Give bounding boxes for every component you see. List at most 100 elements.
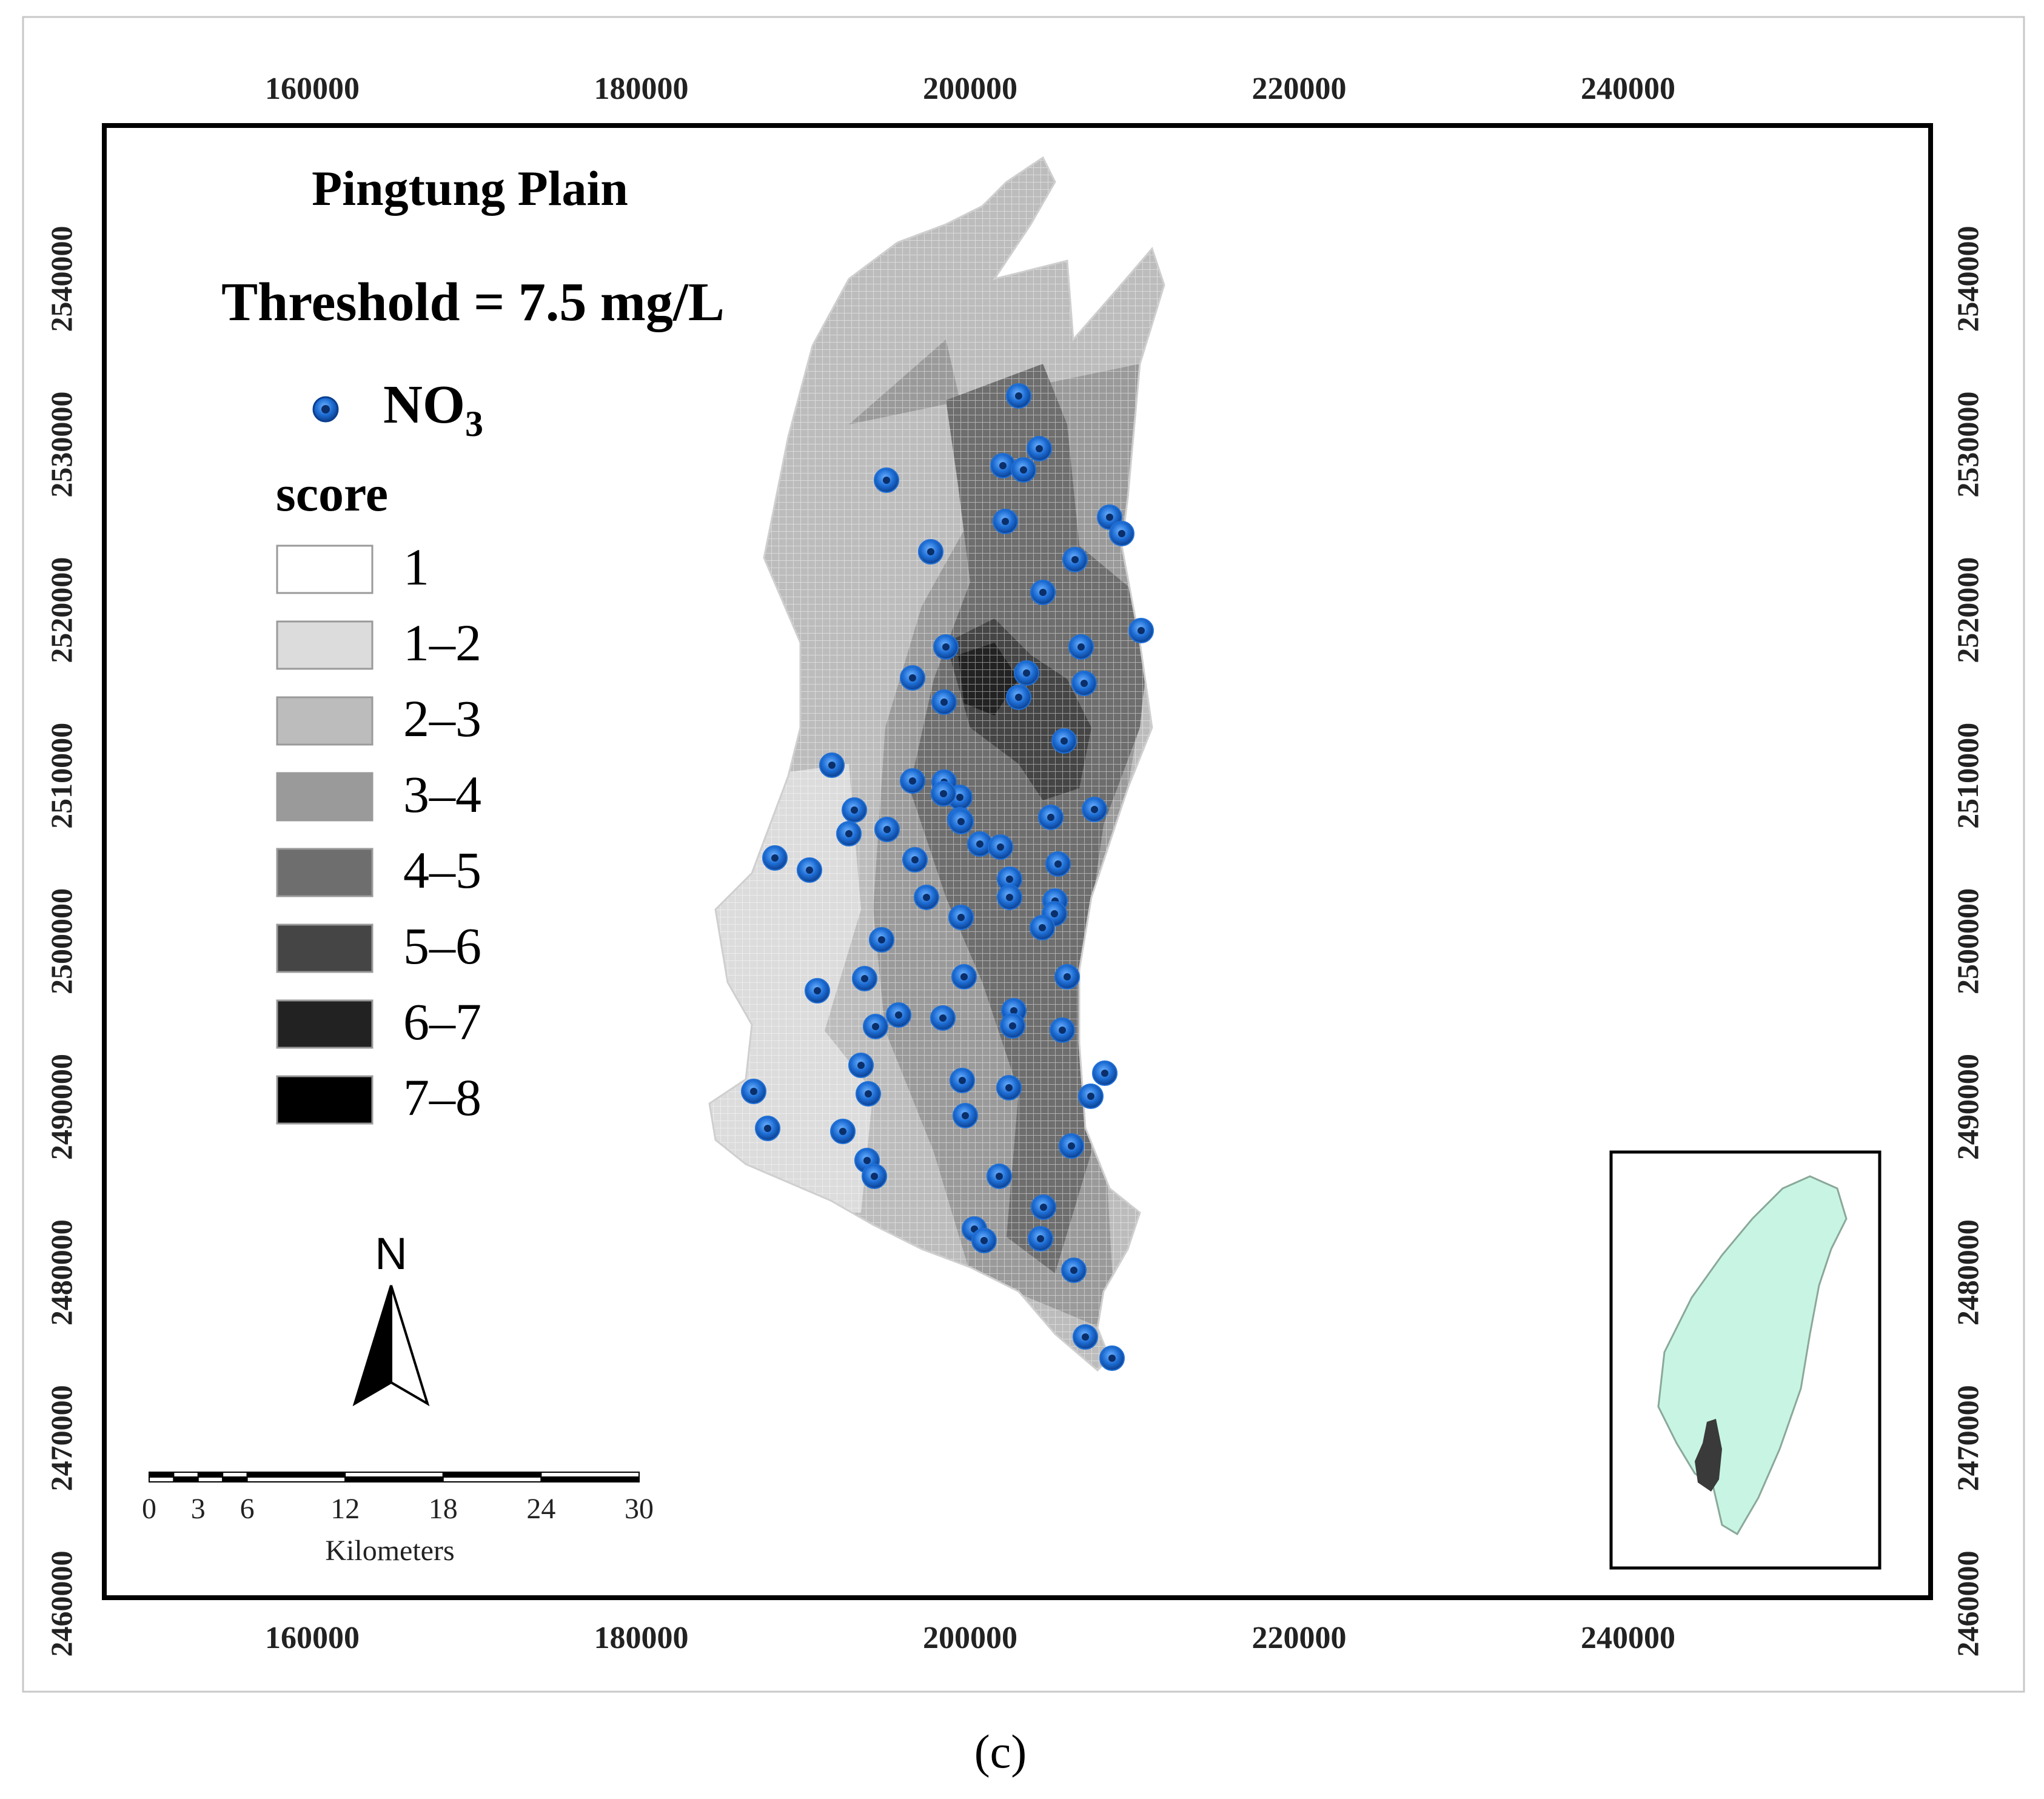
well-marker-37 — [1045, 851, 1071, 877]
well-marker-31 — [948, 809, 974, 834]
well-marker-36 — [902, 847, 928, 873]
scale-tick-5: 24 — [526, 1493, 555, 1525]
scale-segment-bottom-7 — [540, 1476, 640, 1482]
x-axis-bottom: 160000 180000 200000 220000 240000 — [265, 1621, 1675, 1655]
y-tick-right-3: 2510000 — [1951, 723, 1985, 829]
scale-segment-top-7 — [540, 1472, 640, 1478]
y-tick-right-0: 2540000 — [1951, 226, 1985, 332]
well-marker-8 — [918, 539, 943, 564]
well-marker-63 — [953, 1103, 978, 1128]
well-marker-62 — [1078, 1084, 1104, 1109]
well-marker-48 — [1054, 964, 1080, 990]
plain-outline — [708, 156, 1165, 1372]
well-marker-58 — [1092, 1060, 1117, 1086]
scale-segment-top-1 — [173, 1472, 199, 1478]
y-tick-right-8: 2460000 — [1951, 1551, 1985, 1657]
score-legend-swatch-3 — [276, 772, 374, 822]
score-legend-label-6: 6–7 — [403, 993, 481, 1051]
well-marker-76 — [1099, 1345, 1125, 1371]
x-axis-top: 160000 180000 200000 220000 240000 — [265, 72, 1675, 106]
scale-tick-6: 30 — [625, 1493, 654, 1525]
y-tick-right-2: 2520000 — [1951, 557, 1985, 663]
well-marker-40 — [914, 885, 939, 910]
scale-tick-3: 12 — [330, 1493, 360, 1525]
well-marker-18 — [1006, 685, 1031, 710]
scale-segment-bottom-1 — [173, 1476, 199, 1482]
well-marker-43 — [948, 905, 974, 930]
y-tick-right-7: 2470000 — [1951, 1385, 1985, 1491]
well-marker-65 — [830, 1119, 856, 1144]
north-label: N — [375, 1228, 407, 1279]
score-legend-swatch-0 — [276, 544, 374, 594]
outer-frame — [22, 16, 2025, 1693]
scale-segment-bottom-3 — [222, 1476, 248, 1482]
scale-tick-2: 6 — [240, 1493, 255, 1525]
well-marker-59 — [741, 1079, 766, 1104]
well-marker-3 — [1011, 457, 1036, 483]
well-marker-16 — [1071, 671, 1097, 696]
no3-legend-label: NO3 — [383, 375, 483, 444]
y-tick-left-0: 2540000 — [44, 226, 78, 332]
x-tick-top-1: 180000 — [594, 72, 689, 106]
no3-legend-symbol-core — [321, 405, 330, 414]
well-marker-45 — [869, 927, 894, 953]
no3-wells — [741, 383, 1154, 1371]
well-marker-21 — [900, 768, 925, 794]
well-marker-72 — [971, 1228, 997, 1253]
well-marker-57 — [950, 1068, 975, 1093]
well-marker-2 — [990, 453, 1016, 478]
well-marker-69 — [987, 1164, 1012, 1189]
well-marker-49 — [805, 978, 830, 1003]
well-marker-13 — [1068, 634, 1094, 660]
score-legend-label-1: 1–2 — [403, 614, 481, 672]
pingtung-plain-inset — [1695, 1419, 1722, 1492]
well-marker-74 — [1061, 1258, 1087, 1283]
well-marker-12 — [933, 634, 959, 660]
well-marker-27 — [842, 797, 867, 823]
well-marker-5 — [1097, 504, 1122, 530]
well-marker-33 — [988, 834, 1013, 860]
well-marker-7 — [993, 509, 1018, 534]
scale-tick-0: 0 — [142, 1493, 156, 1525]
x-tick-bottom-2: 200000 — [923, 1621, 1017, 1655]
x-tick-bottom-3: 220000 — [1252, 1621, 1347, 1655]
y-tick-right-4: 2500000 — [1951, 888, 1985, 994]
well-marker-10 — [1030, 580, 1056, 605]
y-tick-left-4: 2500000 — [44, 888, 78, 994]
map-title: Pingtung Plain — [312, 161, 628, 216]
score-legend-swatch-7 — [276, 1075, 374, 1125]
x-tick-bottom-1: 180000 — [594, 1621, 689, 1655]
scale-bar: 0 3 6 12 18 24 30 — [142, 1472, 654, 1525]
scale-unit-label: Kilometers — [325, 1535, 454, 1567]
well-marker-75 — [1073, 1324, 1098, 1350]
y-tick-left-5: 2490000 — [44, 1054, 78, 1160]
well-marker-0 — [1006, 383, 1031, 409]
well-marker-50 — [886, 1002, 911, 1028]
x-tick-bottom-0: 160000 — [265, 1621, 360, 1655]
well-marker-60 — [856, 1081, 881, 1107]
score-legend-swatch-1 — [276, 620, 374, 670]
score-legend-label-2: 2–3 — [403, 689, 481, 748]
score-legend-label-0: 1 — [403, 538, 429, 596]
score-legend-label-3: 3–4 — [403, 765, 481, 823]
well-marker-6 — [1109, 521, 1134, 546]
score-legend-swatch-5 — [276, 923, 374, 973]
scale-segment-bottom-0 — [149, 1476, 175, 1482]
well-marker-29 — [836, 821, 862, 846]
scale-segment-top-6 — [442, 1472, 542, 1478]
score-legend-title: score — [276, 466, 388, 522]
x-tick-top-2: 200000 — [923, 72, 1017, 106]
well-marker-73 — [1028, 1226, 1053, 1251]
score-legend-label-5: 5–6 — [403, 917, 481, 975]
north-arrow: N — [352, 1228, 430, 1407]
well-marker-28 — [1038, 805, 1064, 830]
scale-tick-4: 18 — [429, 1493, 458, 1525]
scale-segment-top-4 — [246, 1472, 346, 1478]
y-axis-right: 2540000 2530000 2520000 2510000 2500000 24900… — [1951, 226, 1985, 1657]
score-legend: 1 1–2 2–3 3–4 4–5 5–6 6–7 7–8 — [276, 538, 481, 1127]
scale-segment-bottom-4 — [246, 1476, 346, 1482]
well-marker-20 — [819, 752, 845, 778]
scale-segment-top-3 — [222, 1472, 248, 1478]
well-marker-4 — [874, 467, 899, 493]
